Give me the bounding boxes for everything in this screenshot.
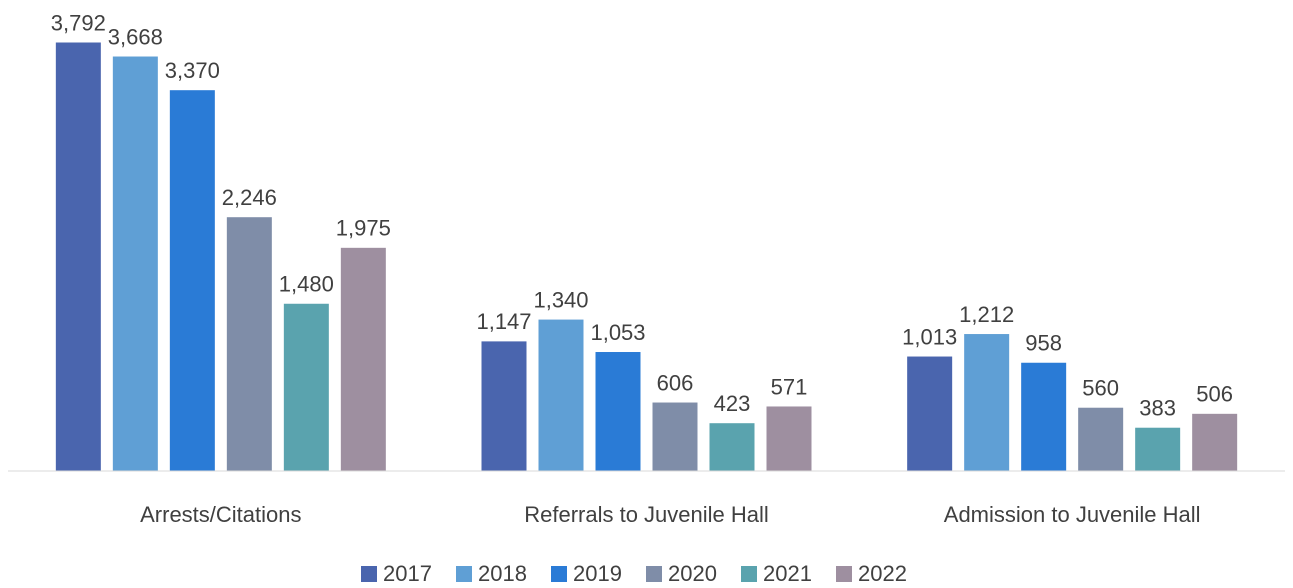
data-label: 571 [771,374,808,399]
bar [340,247,386,471]
data-label: 1,975 [336,216,391,241]
bar [1135,427,1181,471]
legend-swatch [836,566,852,582]
legend-swatch [361,566,377,582]
legend-swatch [551,566,567,582]
bar [652,402,698,471]
bar [595,352,641,471]
data-label: 506 [1196,382,1233,407]
bar [709,423,755,471]
legend-swatch [456,566,472,582]
legend-label: 2018 [478,561,527,586]
data-label: 606 [657,370,694,395]
bar [766,406,812,471]
data-label: 560 [1082,376,1119,401]
legend-swatch [741,566,757,582]
data-label: 958 [1025,331,1062,356]
x-tick-label: Arrests/Citations [140,502,301,527]
data-label: 1,340 [533,287,588,312]
data-label: 3,792 [51,10,106,35]
legend-swatch [646,566,662,582]
bar [538,319,584,471]
data-label: 2,246 [222,185,277,210]
legend-label: 2020 [668,561,717,586]
bar [169,90,215,471]
bar [112,56,158,472]
data-label: 3,668 [108,24,163,49]
data-label: 1,480 [279,272,334,297]
data-label: 423 [714,391,751,416]
legend-label: 2022 [858,561,907,586]
bar [1021,362,1067,471]
bar [1192,413,1238,471]
bar [907,356,953,471]
x-tick-label: Referrals to Juvenile Hall [524,502,769,527]
legend-label: 2021 [763,561,812,586]
data-label: 1,053 [590,320,645,345]
bar [226,217,272,471]
legend-label: 2019 [573,561,622,586]
bar [55,42,101,472]
legend-label: 2017 [383,561,432,586]
bar [964,334,1010,471]
data-label: 383 [1139,396,1176,421]
data-label: 1,212 [959,302,1014,327]
data-label: 1,147 [476,309,531,334]
data-label: 3,370 [165,58,220,83]
x-tick-label: Admission to Juvenile Hall [944,502,1201,527]
bar [1078,407,1124,471]
data-label: 1,013 [902,324,957,349]
bar [481,341,527,471]
bar [283,303,329,471]
